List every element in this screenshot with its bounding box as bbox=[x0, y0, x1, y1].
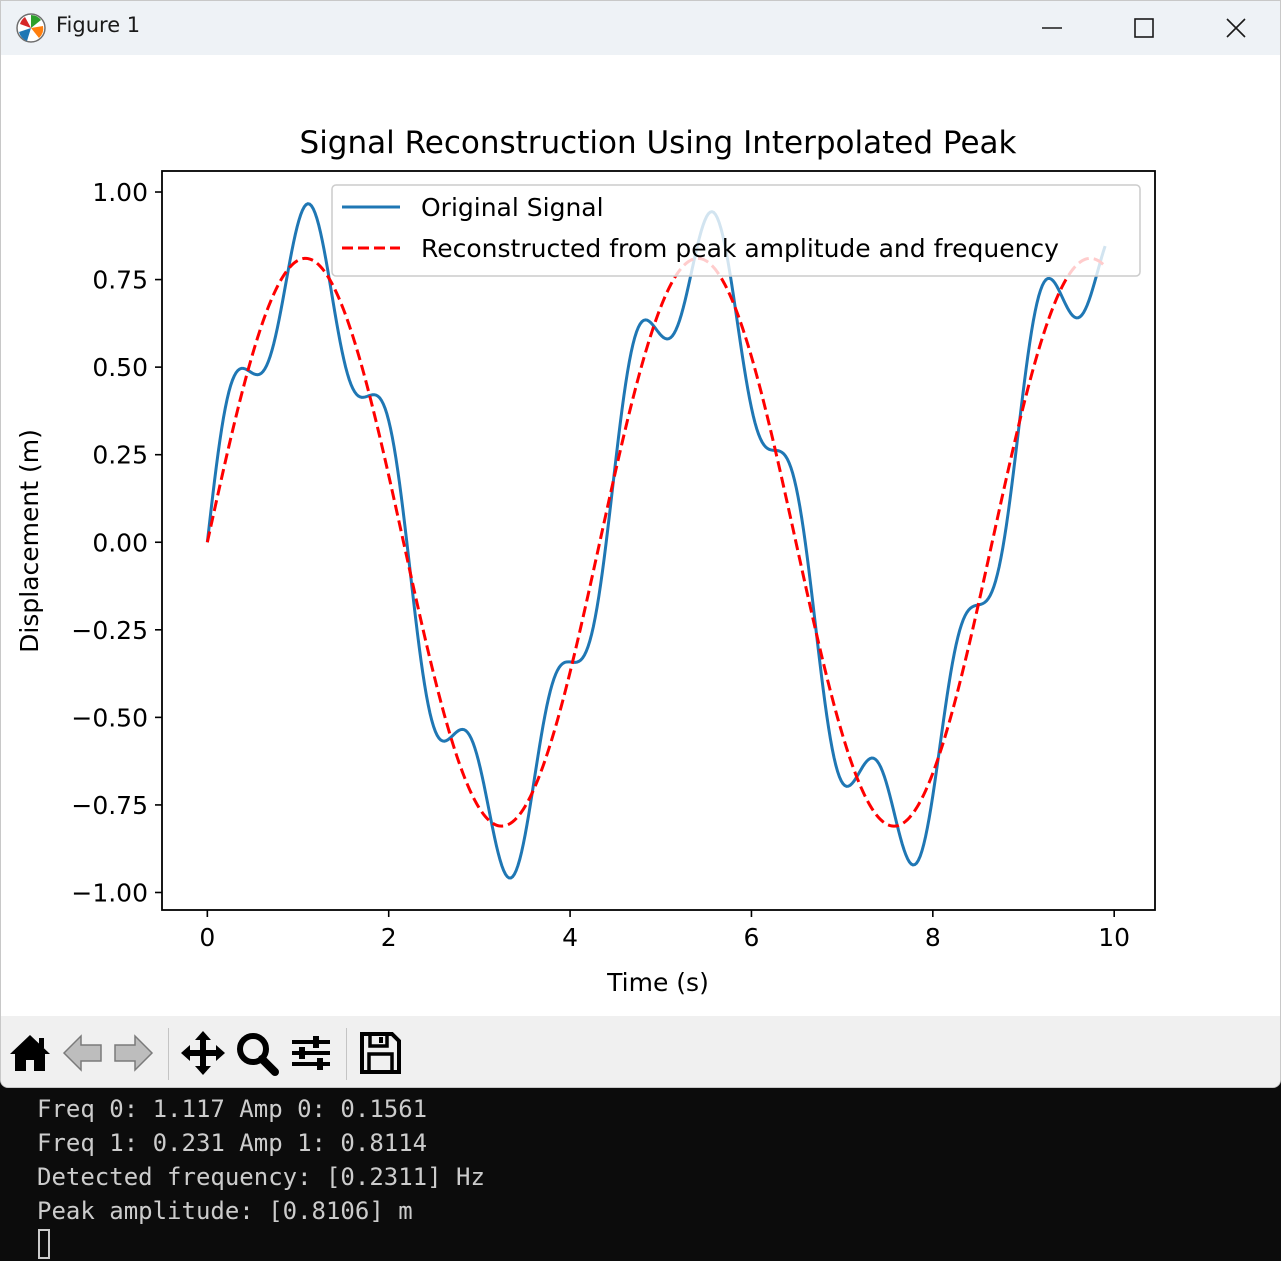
maximize-icon bbox=[1134, 18, 1154, 38]
chart-title: Signal Reconstruction Using Interpolated… bbox=[300, 125, 1017, 161]
save-icon bbox=[360, 1032, 401, 1074]
x-tick-label: 4 bbox=[562, 923, 578, 952]
y-axis-ticks: 1.00 0.75 0.50 0.25 0.00 −0.25 −0.50 −0.75 −1.00 bbox=[71, 178, 162, 907]
configure-subplots-icon bbox=[292, 1036, 330, 1070]
save-button[interactable] bbox=[358, 1030, 402, 1076]
toolbar-separator bbox=[346, 1028, 347, 1080]
y-tick-label: 0.00 bbox=[92, 528, 148, 557]
navigation-toolbar bbox=[1, 1016, 1280, 1087]
toolbar-separator bbox=[168, 1028, 169, 1080]
x-tick-label: 8 bbox=[925, 923, 941, 952]
title-bar[interactable]: Figure 1 bbox=[1, 1, 1280, 55]
home-icon bbox=[10, 1035, 50, 1071]
y-tick-label: 0.25 bbox=[92, 441, 148, 470]
pan-button[interactable] bbox=[181, 1030, 225, 1076]
x-tick-label: 10 bbox=[1098, 923, 1130, 952]
terminal-cursor bbox=[38, 1229, 50, 1259]
zoom-button[interactable] bbox=[235, 1030, 279, 1076]
terminal-line: Detected frequency: [0.2311] Hz bbox=[37, 1163, 485, 1191]
legend-box bbox=[331, 184, 1141, 277]
terminal-line: Freq 1: 0.231 Amp 1: 0.8114 bbox=[37, 1129, 428, 1157]
back-icon bbox=[62, 1034, 102, 1072]
series-line-reconstructed bbox=[205, 256, 1107, 828]
legend: Original Signal Reconstructed from peak … bbox=[331, 184, 1141, 277]
zoom-icon bbox=[237, 1033, 279, 1076]
y-tick-label: 0.50 bbox=[92, 353, 148, 382]
matplotlib-icon bbox=[16, 13, 46, 43]
line-chart[interactable]: Signal Reconstruction Using Interpolated… bbox=[1, 55, 1281, 1016]
x-axis-label: Time (s) bbox=[606, 968, 709, 997]
terminal-line: Peak amplitude: [0.8106] m bbox=[37, 1197, 413, 1225]
figure-window: Figure 1 Signal Reconstruction Using Int… bbox=[0, 0, 1281, 1088]
configure-subplots-button[interactable] bbox=[289, 1030, 333, 1076]
legend-label-original: Original Signal bbox=[421, 193, 604, 222]
y-tick-label: 1.00 bbox=[92, 178, 148, 207]
terminal-line: Freq 0: 1.117 Amp 0: 0.1561 bbox=[37, 1095, 428, 1123]
terminal-output[interactable]: Freq 0: 1.117 Amp 0: 0.1561 Freq 1: 0.23… bbox=[0, 1088, 1281, 1261]
x-tick-label: 6 bbox=[743, 923, 759, 952]
minimize-icon bbox=[1042, 27, 1062, 29]
series-line-original bbox=[205, 202, 1107, 880]
back-button[interactable] bbox=[61, 1030, 105, 1076]
series-layer bbox=[205, 202, 1107, 880]
x-axis-ticks: 0 2 4 6 8 10 bbox=[199, 910, 1130, 952]
legend-label-reconstructed: Reconstructed from peak amplitude and fr… bbox=[421, 234, 1059, 263]
window-title: Figure 1 bbox=[56, 13, 141, 37]
x-tick-label: 0 bbox=[199, 923, 215, 952]
forward-button[interactable] bbox=[111, 1030, 155, 1076]
minimize-button[interactable] bbox=[1006, 1, 1098, 55]
maximize-button[interactable] bbox=[1098, 1, 1190, 55]
figure-canvas[interactable]: Signal Reconstruction Using Interpolated… bbox=[1, 55, 1281, 1016]
axes-frame bbox=[161, 170, 1156, 911]
y-tick-label: −0.25 bbox=[71, 616, 148, 645]
forward-icon bbox=[114, 1034, 154, 1072]
y-tick-label: −0.50 bbox=[71, 703, 148, 732]
home-button[interactable] bbox=[8, 1030, 52, 1076]
close-button[interactable] bbox=[1190, 1, 1280, 55]
y-tick-label: 0.75 bbox=[92, 266, 148, 295]
y-tick-label: −1.00 bbox=[71, 878, 148, 907]
close-icon bbox=[1226, 18, 1246, 38]
y-axis-label: Displacement (m) bbox=[15, 429, 44, 653]
y-tick-label: −0.75 bbox=[71, 791, 148, 820]
pan-icon bbox=[181, 1031, 225, 1075]
x-tick-label: 2 bbox=[381, 923, 397, 952]
